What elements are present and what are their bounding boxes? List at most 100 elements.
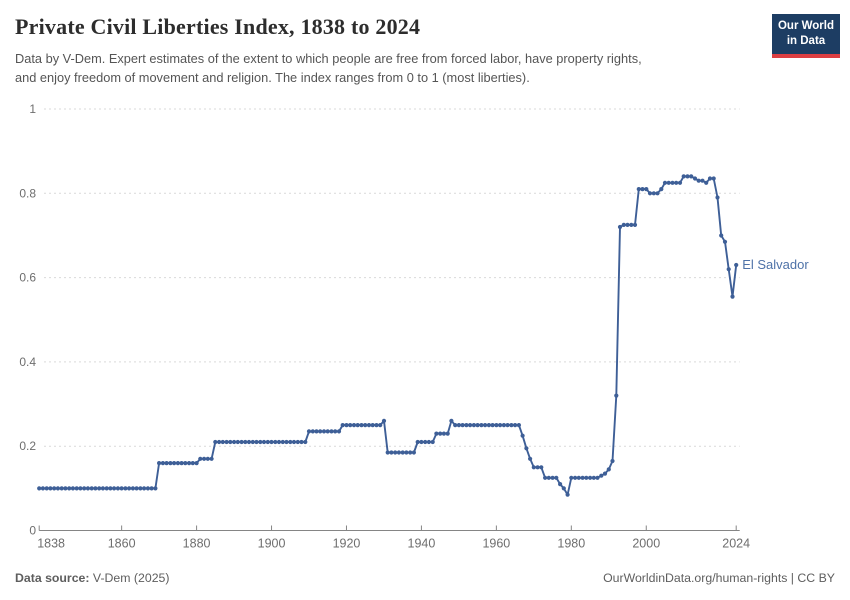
data-point[interactable] xyxy=(722,239,728,244)
data-point[interactable] xyxy=(217,439,222,445)
data-point[interactable] xyxy=(194,461,199,466)
data-point[interactable] xyxy=(550,475,555,480)
data-point[interactable] xyxy=(438,431,443,436)
data-point[interactable] xyxy=(704,180,709,185)
data-point[interactable] xyxy=(651,191,656,196)
data-point[interactable] xyxy=(543,475,548,480)
data-point[interactable] xyxy=(295,439,300,445)
data-point[interactable] xyxy=(614,393,619,398)
data-point[interactable] xyxy=(569,475,574,480)
data-point[interactable] xyxy=(471,423,476,428)
data-point[interactable] xyxy=(689,174,694,179)
data-point[interactable] xyxy=(381,418,387,423)
data-point[interactable] xyxy=(224,439,229,445)
data-point[interactable] xyxy=(40,486,46,491)
data-point[interactable] xyxy=(606,467,611,472)
data-point[interactable] xyxy=(265,439,270,445)
data-point[interactable] xyxy=(531,465,536,470)
data-point[interactable] xyxy=(74,486,79,491)
data-point[interactable] xyxy=(378,423,383,428)
data-point[interactable] xyxy=(715,195,720,200)
data-point[interactable] xyxy=(696,178,701,183)
data-point[interactable] xyxy=(449,418,454,423)
data-point[interactable] xyxy=(183,461,188,466)
data-point[interactable] xyxy=(291,439,297,445)
data-point[interactable] xyxy=(726,267,731,272)
data-point[interactable] xyxy=(205,456,210,461)
data-point[interactable] xyxy=(513,423,518,428)
data-point[interactable] xyxy=(209,456,214,461)
data-point[interactable] xyxy=(528,456,533,461)
data-point[interactable] xyxy=(134,486,139,491)
data-point[interactable] xyxy=(385,450,390,455)
data-point[interactable] xyxy=(498,423,503,428)
data-point[interactable] xyxy=(636,187,641,192)
data-point[interactable] xyxy=(576,475,581,480)
data-point[interactable] xyxy=(187,461,192,466)
data-point[interactable] xyxy=(719,233,724,238)
data-point[interactable] xyxy=(441,431,446,436)
data-point[interactable] xyxy=(408,450,413,455)
data-point[interactable] xyxy=(423,439,428,445)
data-point[interactable] xyxy=(115,486,120,491)
data-point[interactable] xyxy=(595,475,600,480)
data-point[interactable] xyxy=(734,262,739,268)
data-point[interactable] xyxy=(344,423,349,428)
data-point[interactable] xyxy=(276,439,282,445)
data-point[interactable] xyxy=(145,486,150,491)
data-point[interactable] xyxy=(456,423,461,428)
data-point[interactable] xyxy=(573,475,578,480)
data-point[interactable] xyxy=(89,486,94,491)
data-point[interactable] xyxy=(149,486,154,491)
data-point[interactable] xyxy=(351,423,357,428)
data-point[interactable] xyxy=(677,180,683,185)
data-point[interactable] xyxy=(306,429,312,434)
data-point[interactable] xyxy=(430,439,435,445)
data-point[interactable] xyxy=(374,423,379,428)
data-point[interactable] xyxy=(659,187,664,192)
data-point[interactable] xyxy=(179,461,184,466)
data-point[interactable] xyxy=(445,431,450,436)
data-point[interactable] xyxy=(321,429,327,434)
data-point[interactable] xyxy=(112,486,117,491)
data-point[interactable] xyxy=(561,486,566,491)
data-point[interactable] xyxy=(288,439,293,445)
data-point[interactable] xyxy=(70,486,75,491)
data-point[interactable] xyxy=(85,486,90,491)
data-point[interactable] xyxy=(250,439,255,445)
data-point[interactable] xyxy=(78,486,83,491)
data-point[interactable] xyxy=(625,222,630,227)
data-point[interactable] xyxy=(509,423,514,428)
data-point[interactable] xyxy=(123,486,128,491)
data-point[interactable] xyxy=(303,439,308,445)
entity-label[interactable]: El Salvador xyxy=(742,257,809,272)
data-point[interactable] xyxy=(389,450,394,455)
data-point[interactable] xyxy=(48,486,53,491)
data-point[interactable] xyxy=(175,461,180,466)
data-point[interactable] xyxy=(348,423,353,428)
data-point[interactable] xyxy=(707,176,713,181)
data-point[interactable] xyxy=(157,461,162,466)
data-point[interactable] xyxy=(142,486,147,491)
data-point[interactable] xyxy=(239,439,244,445)
data-point[interactable] xyxy=(539,465,544,470)
data-point[interactable] xyxy=(100,486,105,491)
data-point[interactable] xyxy=(644,187,649,192)
data-point[interactable] xyxy=(662,180,668,185)
data-point[interactable] xyxy=(486,423,491,428)
data-point[interactable] xyxy=(254,439,259,445)
data-point[interactable] xyxy=(434,431,439,436)
data-point[interactable] xyxy=(681,174,686,179)
data-point[interactable] xyxy=(599,473,604,478)
data-point[interactable] xyxy=(400,450,405,455)
data-point[interactable] xyxy=(501,423,506,428)
data-point[interactable] xyxy=(524,446,529,451)
data-point[interactable] xyxy=(535,465,540,470)
data-point[interactable] xyxy=(483,423,488,428)
data-point[interactable] xyxy=(393,450,398,455)
data-point[interactable] xyxy=(63,486,68,491)
data-point[interactable] xyxy=(325,429,330,434)
data-point[interactable] xyxy=(494,423,499,428)
data-point[interactable] xyxy=(82,486,87,491)
data-point[interactable] xyxy=(629,222,634,227)
